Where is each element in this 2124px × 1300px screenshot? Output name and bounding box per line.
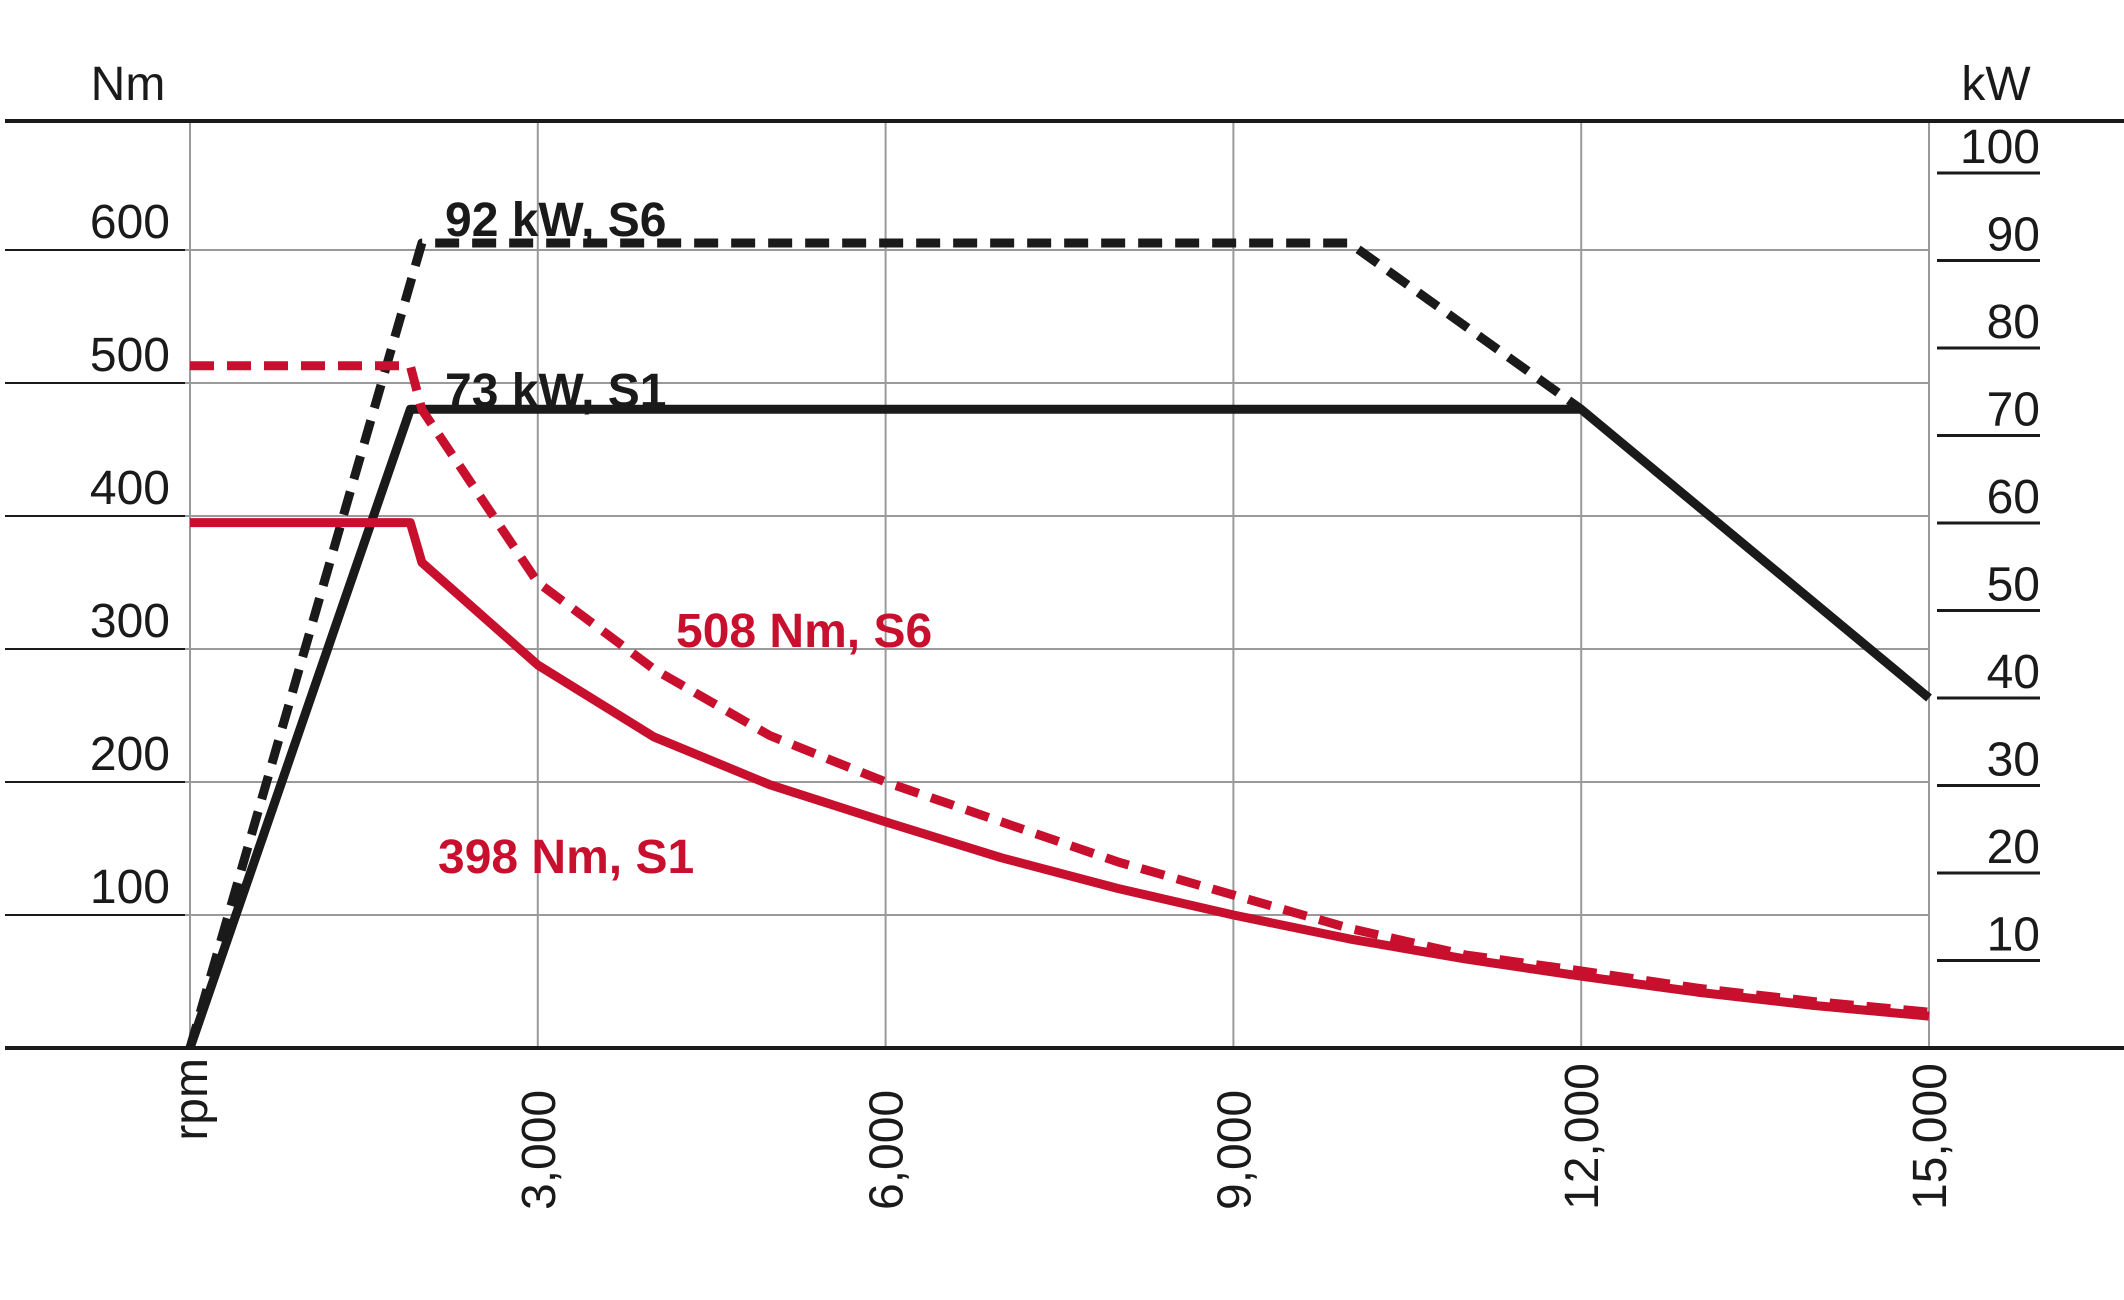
y-right-tick-label: 30 xyxy=(1987,734,2040,787)
series-annotation: 398 Nm, S1 xyxy=(438,831,694,884)
series-line-0 xyxy=(185,238,1584,1050)
y-left-tick-label: 600 xyxy=(90,196,170,249)
series-annotation: 508 Nm, S6 xyxy=(676,605,932,658)
y-right-tick-label: 60 xyxy=(1987,471,2040,524)
labels-layer: 100 200 300 400 500 600 10 20 30 40 50 60 70 80 90 100 3… xyxy=(90,58,2040,1210)
x-axis-label: rpm xyxy=(165,1058,218,1141)
y-left-tick-label: 400 xyxy=(90,462,170,515)
y-left-tick-label: 200 xyxy=(90,728,170,781)
y-right-tick-label: 90 xyxy=(1987,209,2040,262)
y-left-tick-label: 100 xyxy=(90,861,170,914)
y-right-tick-label: 70 xyxy=(1987,384,2040,437)
horizontal-gridlines xyxy=(5,249,1929,916)
right-axis-unit: kW xyxy=(1961,58,2031,111)
y-right-tick-label: 80 xyxy=(1987,296,2040,349)
y-right-tick-label: 40 xyxy=(1987,646,2040,699)
y-right-tick-label: 20 xyxy=(1987,821,2040,874)
y-right-tick-label: 10 xyxy=(1987,909,2040,962)
x-tick-label: 6,000 xyxy=(861,1090,914,1210)
y-left-tick-label: 300 xyxy=(90,595,170,648)
left-axis-unit: Nm xyxy=(91,58,166,111)
series-annotation: 92 kW, S6 xyxy=(445,194,666,247)
y-right-tick-label: 100 xyxy=(1960,121,2040,174)
y-left-tick-label: 500 xyxy=(90,329,170,382)
right-axis-ticks xyxy=(1937,171,2040,962)
y-right-tick-label: 50 xyxy=(1987,559,2040,612)
x-tick-label: 9,000 xyxy=(1208,1090,1261,1210)
x-tick-label: 3,000 xyxy=(513,1090,566,1210)
series-layer xyxy=(185,238,1932,1050)
series-line-1 xyxy=(185,404,1932,1050)
series-annotation: 73 kW, S1 xyxy=(445,365,666,418)
x-tick-label: 12,000 xyxy=(1556,1063,1609,1210)
vertical-gridlines xyxy=(189,121,1930,1048)
series-line-3 xyxy=(190,518,1930,1021)
x-tick-label: 15,000 xyxy=(1904,1063,1957,1210)
